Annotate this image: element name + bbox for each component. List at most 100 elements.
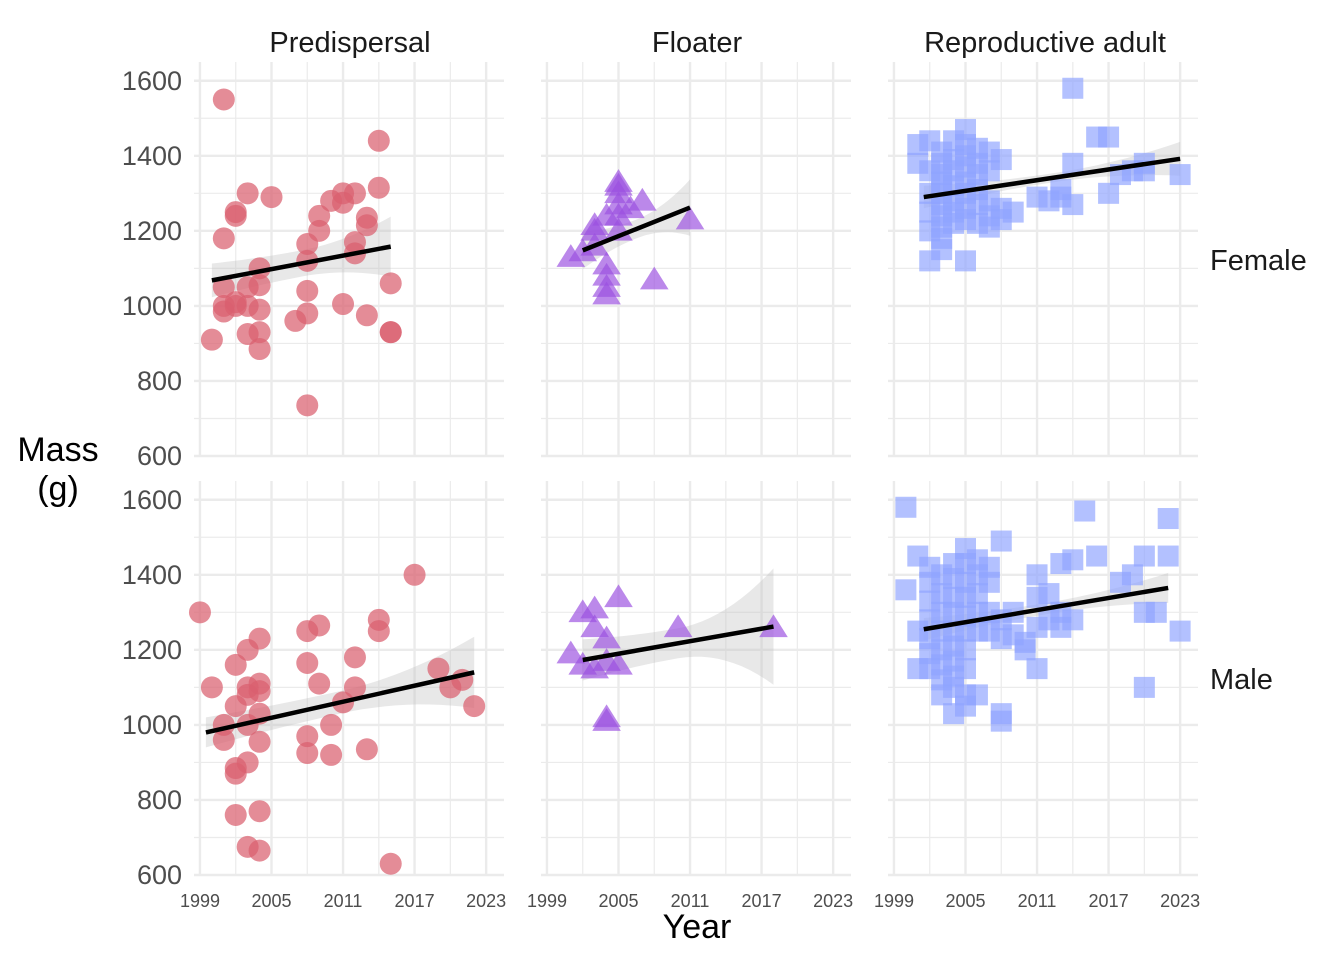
data-point-female-predispersal (296, 302, 319, 325)
data-point-male-predispersal (320, 743, 343, 766)
confidence-ribbon-female-floater (582, 179, 690, 270)
x-tick-label: 2005 (945, 891, 985, 911)
data-point-female-predispersal (379, 321, 402, 344)
trend-line-female-floater (581, 205, 691, 253)
data-point-female-predispersal (296, 394, 319, 417)
data-point-male-predispersal (248, 730, 271, 753)
data-point-male-predispersal (308, 614, 331, 637)
data-point-female-reproductive-adult (1098, 126, 1120, 148)
data-point-male-floater (580, 595, 609, 619)
x-tick-label: 2023 (813, 891, 853, 911)
data-point-female-reproductive-adult (990, 149, 1012, 171)
data-point-female-predispersal (212, 227, 235, 250)
data-point-female-floater (675, 206, 705, 230)
data-point-female-floater (592, 281, 621, 305)
y-axis-title-line-2: (g) (37, 470, 79, 508)
x-tick-label: 2011 (324, 891, 363, 911)
data-point-male-predispersal (248, 680, 271, 703)
data-point-female-predispersal (308, 219, 331, 242)
data-point-female-reproductive-adult (1002, 201, 1024, 223)
data-point-male-reproductive-adult (990, 710, 1012, 732)
data-point-female-reproductive-adult (1062, 77, 1084, 99)
trend-line-male-reproductive-adult (923, 585, 1169, 632)
y-tick-label: 1000 (122, 291, 182, 321)
data-point-female-predispersal (355, 214, 378, 237)
x-tick-label: 2023 (1160, 891, 1200, 911)
y-tick-label: 1600 (122, 66, 182, 96)
data-point-female-predispersal (212, 276, 235, 299)
row-strip-male: Male (1210, 664, 1273, 696)
data-point-female-predispersal (248, 338, 271, 361)
y-tick-label: 600 (137, 441, 182, 471)
trend-line-male-predispersal (205, 670, 475, 735)
col-strip-floater: Floater (652, 27, 743, 59)
tick-label-layer: 600 800 1000 1200 1400 1600 600 800 1000 1200 1400… (122, 66, 1200, 911)
data-point-male-floater (604, 584, 633, 608)
data-point-male-floater (592, 708, 621, 731)
data-point-female-predispersal (224, 204, 247, 227)
data-point-female-predispersal (260, 186, 283, 209)
data-point-male-reproductive-adult (1133, 676, 1155, 698)
row-strip-female: Female (1210, 245, 1307, 277)
data-point-male-reproductive-adult (895, 579, 917, 601)
data-point-female-floater (628, 187, 657, 211)
data-point-female-predispersal (379, 272, 402, 295)
y-tick-label: 800 (137, 366, 182, 396)
data-point-male-predispersal (463, 695, 486, 718)
x-tick-label: 2011 (1018, 891, 1057, 911)
x-tick-label: 1999 (874, 891, 914, 911)
data-point-male-reproductive-adult (1086, 545, 1108, 567)
trend-layer (205, 156, 1181, 735)
data-point-female-predispersal (248, 274, 271, 297)
data-point-female-predispersal (355, 304, 378, 327)
x-tick-label: 2017 (395, 891, 435, 911)
data-point-male-predispersal (308, 672, 331, 695)
data-point-male-reproductive-adult (1014, 639, 1036, 661)
data-point-male-reproductive-adult (1026, 564, 1048, 586)
y-tick-label: 1400 (122, 141, 182, 171)
data-point-female-reproductive-adult (1169, 164, 1191, 186)
data-point-male-reproductive-adult (955, 639, 976, 661)
y-tick-label: 600 (137, 860, 182, 890)
data-point-female-reproductive-adult (931, 239, 953, 261)
data-point-male-floater (580, 655, 609, 679)
x-tick-label: 1999 (180, 891, 220, 911)
data-point-male-predispersal (367, 608, 390, 631)
data-point-male-reproductive-adult (1038, 583, 1060, 605)
data-point-male-reproductive-adult (1026, 658, 1048, 680)
data-point-female-floater (592, 251, 621, 275)
col-strip-predispersal: Predispersal (269, 27, 430, 59)
data-point-male-reproductive-adult (966, 684, 988, 706)
data-point-male-reproductive-adult (1121, 564, 1143, 586)
data-point-male-predispersal (248, 800, 271, 823)
data-point-male-reproductive-adult (895, 496, 917, 518)
data-point-male-floater (604, 651, 633, 675)
data-point-male-predispersal (320, 713, 343, 736)
x-tick-label: 2011 (671, 891, 710, 911)
data-point-female-predispersal (367, 129, 390, 152)
data-point-male-reproductive-adult (1074, 500, 1096, 522)
data-point-male-predispersal (427, 657, 450, 680)
data-point-female-reproductive-adult (955, 250, 976, 272)
data-point-male-predispersal (224, 803, 247, 826)
x-tick-label: 2017 (742, 891, 782, 911)
data-point-female-reproductive-adult (1062, 152, 1084, 174)
data-point-female-predispersal (248, 321, 271, 344)
data-point-male-predispersal (296, 725, 319, 748)
data-point-male-reproductive-adult (1169, 620, 1191, 642)
trend-line-male-floater (582, 624, 774, 663)
data-point-female-predispersal (296, 279, 319, 302)
trend-line-female-predispersal (211, 244, 392, 283)
data-point-male-predispersal (236, 751, 259, 774)
y-tick-label: 1600 (122, 485, 182, 515)
grid-layer (194, 62, 1198, 877)
y-tick-label: 1000 (122, 710, 182, 740)
data-point-male-reproductive-adult (1062, 609, 1084, 631)
data-point-female-predispersal (248, 298, 271, 321)
data-point-male-floater (592, 625, 621, 649)
data-point-male-reproductive-adult (955, 658, 976, 680)
data-point-male-predispersal (343, 676, 366, 699)
data-point-male-predispersal (296, 742, 319, 765)
data-point-female-predispersal (200, 328, 223, 351)
